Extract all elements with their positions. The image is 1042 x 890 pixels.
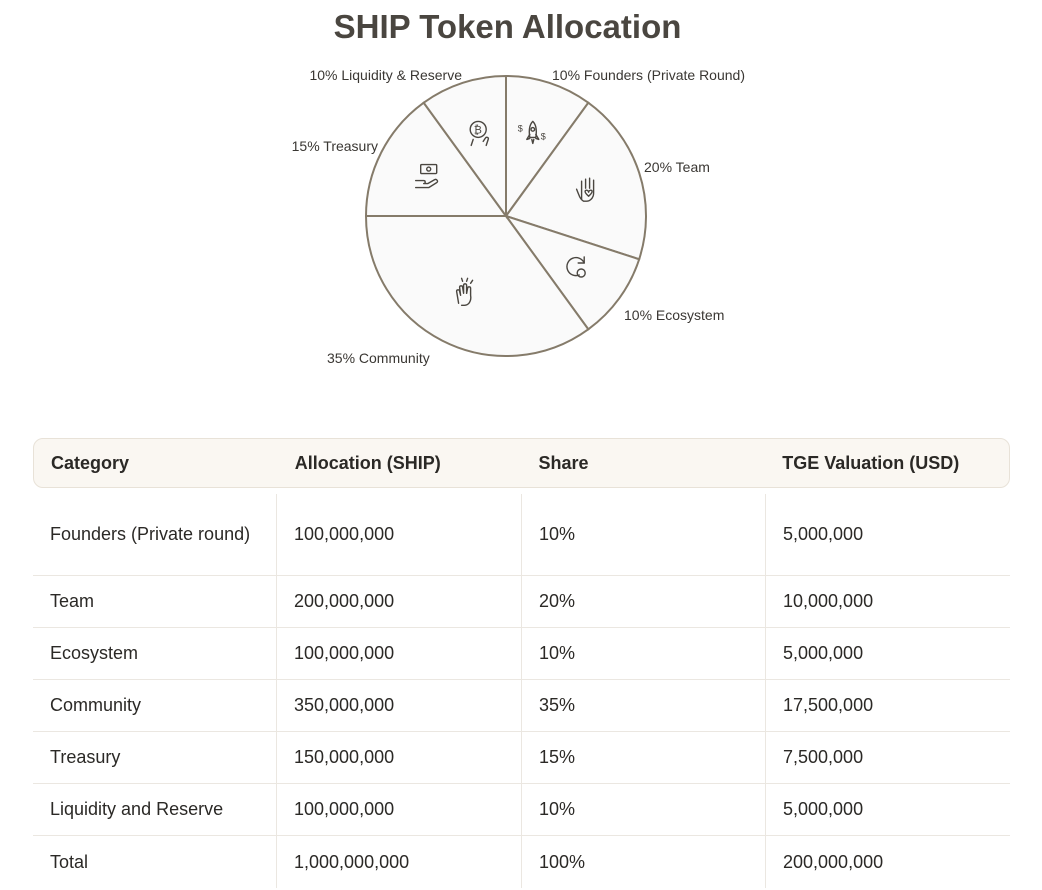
svg-text:$: $ (541, 131, 546, 141)
header-allocation: Allocation (SHIP) (294, 452, 441, 473)
slice-label: 35% Community (327, 350, 430, 366)
cell-category: Founders (Private round) (33, 494, 277, 575)
cell-category: Treasury (33, 732, 277, 783)
cell-category: Team (33, 576, 277, 627)
table-row: Founders (Private round) 100,000,000 10% 5,… (33, 494, 1010, 576)
allocation-table: Category Allocation (SHIP) Share TGE Val… (33, 438, 1010, 888)
table-row: Total 1,000,000,000 100% 200,000,000 (33, 836, 1010, 888)
cell-valuation: 7,500,000 (783, 747, 864, 767)
cell-allocation: 100,000,000 (277, 628, 522, 679)
pie-slice (503, 214, 641, 331)
cell-allocation: 100,000,000 (277, 494, 522, 575)
table-row: Ecosystem 100,000,000 10% 5,000,000 (33, 628, 1010, 680)
cell-share: 20% (522, 576, 766, 627)
svg-text:$: $ (518, 123, 523, 133)
cash-hand-icon (415, 163, 439, 189)
cell-allocation: 350,000,000 (277, 680, 522, 731)
cell-category: Ecosystem (33, 628, 277, 679)
bitcoin-hand-icon: ₿ (469, 120, 490, 147)
slice-label: 10% Ecosystem (624, 307, 724, 323)
cell-valuation: 17,500,000 (783, 695, 874, 715)
cell-valuation: 10,000,000 (783, 591, 874, 611)
pie-slice (364, 101, 508, 217)
cycle-arrow-icon (566, 256, 586, 278)
slice-label: 15% Treasury (292, 138, 378, 154)
cell-allocation: 200,000,000 (277, 576, 522, 627)
pie-slice (422, 74, 507, 220)
cell-allocation: 1,000,000,000 (277, 836, 522, 888)
slice-label: 10% Liquidity & Reserve (309, 67, 462, 83)
header-valuation: TGE Valuation (USD) (782, 452, 960, 473)
cell-share: 15% (522, 732, 766, 783)
pie-chart: $$₿ 10% Founders (Private Round)20% Team… (292, 67, 745, 366)
pie-slice (504, 101, 647, 261)
cell-share: 35% (522, 680, 766, 731)
svg-text:₿: ₿ (474, 124, 482, 136)
chart-title: SHIP Token Allocation (333, 8, 682, 45)
cell-share: 10% (522, 628, 766, 679)
cell-allocation: 100,000,000 (277, 784, 522, 835)
table-row: Liquidity and Reserve 100,000,000 10% 5,000… (33, 784, 1010, 836)
cell-share: 10% (522, 784, 766, 835)
hand-heart-icon (575, 177, 595, 202)
cell-valuation: 5,000,000 (783, 799, 864, 819)
cell-valuation: 5,000,000 (783, 524, 864, 544)
cell-valuation: 5,000,000 (783, 643, 864, 663)
table-row: Community 350,000,000 35% 17,500,000 (33, 680, 1010, 732)
cell-category: Community (33, 680, 277, 731)
rocket-money-icon: $$ (518, 120, 546, 145)
cell-share: 100% (522, 836, 766, 888)
table-header: Category Allocation (SHIP) Share TGE Val… (33, 438, 1010, 488)
pie-slice (505, 74, 590, 220)
cell-category: Liquidity and Reserve (33, 784, 277, 835)
cell-share: 10% (522, 494, 766, 575)
cell-category: Total (33, 836, 277, 888)
slice-label: 20% Team (644, 159, 710, 175)
header-category: Category (51, 452, 130, 473)
table-row: Treasury 150,000,000 15% 7,500,000 (33, 732, 1010, 784)
pie-slice (364, 215, 590, 357)
clapping-hands-icon (455, 277, 474, 307)
header-share: Share (538, 452, 589, 473)
cell-allocation: 150,000,000 (277, 732, 522, 783)
table-body: Founders (Private round) 100,000,000 10% 5,… (33, 494, 1010, 888)
table-row: Team 200,000,000 20% 10,000,000 (33, 576, 1010, 628)
slice-label: 10% Founders (Private Round) (552, 67, 745, 83)
cell-valuation: 200,000,000 (783, 851, 884, 872)
